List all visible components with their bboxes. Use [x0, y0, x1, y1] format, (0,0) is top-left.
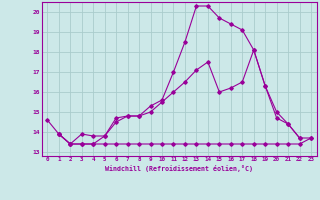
- X-axis label: Windchill (Refroidissement éolien,°C): Windchill (Refroidissement éolien,°C): [105, 165, 253, 172]
